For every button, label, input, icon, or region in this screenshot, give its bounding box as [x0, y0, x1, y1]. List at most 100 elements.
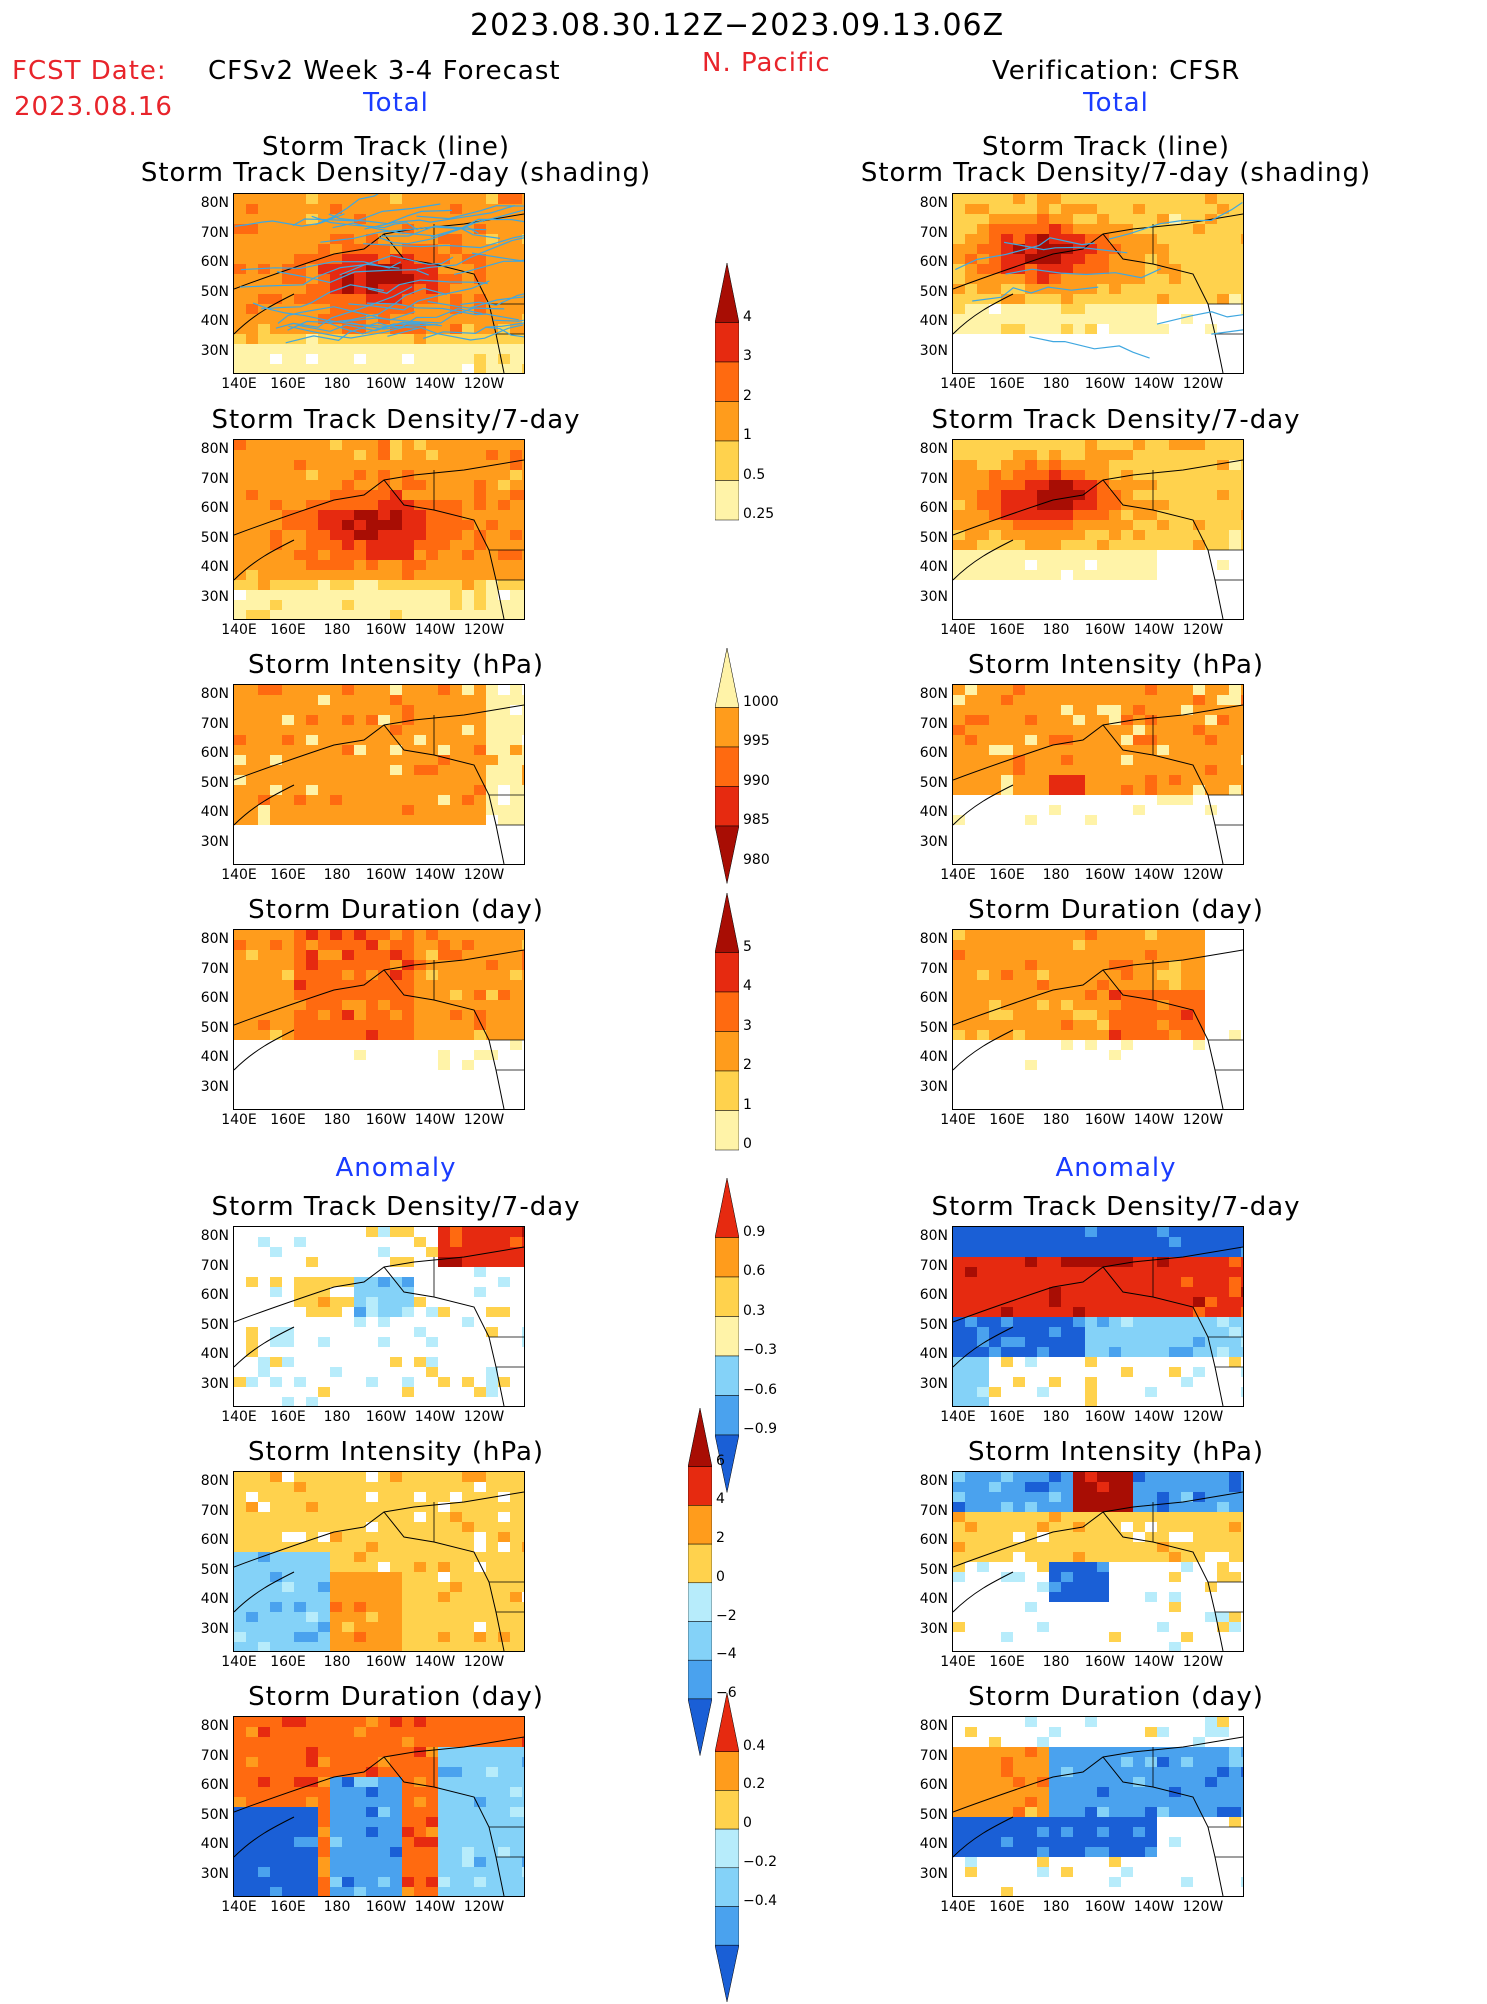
map-cell	[965, 1267, 977, 1277]
map-cell	[1217, 530, 1229, 540]
map-cell	[1133, 1817, 1145, 1827]
map-cell	[438, 940, 450, 950]
map-svg-int-fc	[234, 685, 524, 864]
map-cell	[1133, 980, 1145, 990]
map-cell	[234, 795, 246, 805]
map-cell	[246, 1632, 258, 1642]
map-cell	[965, 1287, 977, 1297]
map-cell	[318, 950, 330, 960]
map-cell	[330, 550, 342, 560]
map-cell	[1181, 234, 1193, 244]
map-cell	[378, 1020, 390, 1030]
map-cell	[318, 785, 330, 795]
map-cell	[450, 204, 462, 214]
map-cell	[1037, 1347, 1049, 1357]
map-cell	[462, 1817, 474, 1827]
map-cell	[1025, 735, 1037, 745]
map-cell	[1157, 324, 1169, 334]
map-cell	[1025, 224, 1037, 234]
map-cell	[510, 1632, 522, 1642]
map-cell	[989, 725, 1001, 735]
map-cell	[234, 520, 246, 530]
map-cell	[414, 805, 426, 815]
map-cell	[1193, 1307, 1205, 1317]
map-cell	[1025, 1357, 1037, 1367]
map-cell	[965, 1327, 977, 1337]
map-cell	[342, 580, 354, 590]
map-cell	[1013, 1767, 1025, 1777]
map-cell	[522, 314, 524, 324]
map-cell	[390, 1010, 402, 1020]
map-cell	[1217, 1277, 1229, 1287]
storm-track-line	[328, 287, 447, 324]
map-cell	[450, 540, 462, 550]
map-cell	[426, 510, 438, 520]
map-cell	[1157, 1327, 1169, 1337]
map-cell	[258, 540, 270, 550]
map-cell	[1181, 274, 1193, 284]
map-cell	[1217, 520, 1229, 530]
map-cell	[306, 1727, 318, 1737]
map-cell	[1037, 440, 1049, 450]
map-cell	[510, 1000, 522, 1010]
map-cell	[330, 294, 342, 304]
map-cell	[366, 950, 378, 960]
map-cell	[234, 1817, 246, 1827]
map-cell	[1217, 1807, 1229, 1817]
map-cell	[462, 1000, 474, 1010]
map-cell	[953, 550, 965, 560]
map-cell	[977, 1387, 989, 1397]
map-cell	[1073, 785, 1085, 795]
map-cell	[1037, 1472, 1049, 1482]
colorbar-segment	[715, 746, 739, 787]
map-cell	[1193, 1512, 1205, 1522]
map-cell	[1061, 950, 1073, 960]
map-cell	[977, 1367, 989, 1377]
map-cell	[1037, 1492, 1049, 1502]
map-cell	[354, 1000, 366, 1010]
map-cell	[1181, 1337, 1193, 1347]
map-cell	[1133, 1492, 1145, 1502]
map-cell	[1001, 1267, 1013, 1277]
map-cell	[1169, 1797, 1181, 1807]
map-cell	[426, 1247, 438, 1257]
map-cell	[1229, 224, 1241, 234]
map-cell	[438, 785, 450, 795]
map-cell	[1133, 314, 1145, 324]
map-cell	[1193, 1257, 1205, 1267]
map-cell	[318, 1612, 330, 1622]
map-cell	[1145, 510, 1157, 520]
map-cell	[1157, 1502, 1169, 1512]
colorbar-label: 2	[716, 1530, 725, 1547]
lat-tick-label: 30N	[919, 1620, 948, 1637]
map-cell	[330, 960, 342, 970]
map-cell	[1001, 440, 1013, 450]
map-cell	[486, 1747, 498, 1757]
map-cell	[1109, 705, 1121, 715]
map-cell	[1109, 550, 1121, 560]
map-cell	[1049, 1317, 1061, 1327]
map-cell	[989, 1347, 1001, 1357]
map-cell	[1109, 440, 1121, 450]
map-cell	[1133, 1297, 1145, 1307]
map-panel-adens-fc	[233, 1226, 525, 1407]
map-cell	[486, 440, 498, 450]
colorbar-label: −0.3	[743, 1342, 777, 1358]
map-cell	[510, 1592, 522, 1602]
map-cell	[246, 194, 258, 204]
map-cell	[414, 244, 426, 254]
map-cell	[414, 695, 426, 705]
map-cell	[438, 560, 450, 570]
map-cell	[1097, 765, 1109, 775]
map-cell	[510, 1532, 522, 1542]
map-cell	[1121, 294, 1133, 304]
map-cell	[426, 470, 438, 480]
map-cell	[965, 264, 977, 274]
map-cell	[1001, 1807, 1013, 1817]
map-cell	[1145, 1777, 1157, 1787]
colorbar-segment	[715, 1434, 739, 1493]
map-cell	[330, 254, 342, 264]
map-cell	[1013, 755, 1025, 765]
storm-track-line	[363, 234, 524, 249]
map-cell	[1097, 1532, 1109, 1542]
